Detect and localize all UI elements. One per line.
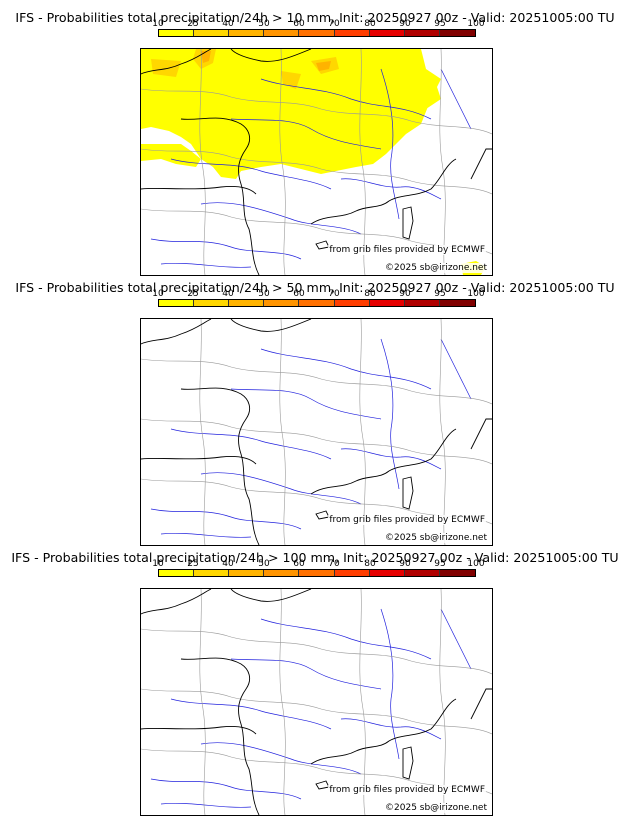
- colorbar-tick: 50: [258, 19, 270, 29]
- rivers: [150, 608, 472, 808]
- map: from grib files provided by ECMWF ©2025 …: [140, 48, 493, 276]
- colorbar-tick: 80: [364, 559, 376, 569]
- rivers: [150, 338, 472, 538]
- colorbar-tick-labels: 10 25 40 50 60 70 80 90 95 100: [152, 19, 484, 29]
- colorbar-swatch: [159, 570, 195, 576]
- colorbar-tick: 100: [467, 559, 485, 569]
- colorbar-swatch: [159, 30, 195, 36]
- rivers: [150, 68, 472, 268]
- colorbar-tick: 60: [293, 19, 305, 29]
- source-credit: from grib files provided by ECMWF: [328, 785, 486, 795]
- colorbar-swatch: [404, 300, 440, 306]
- colorbar-swatch: [299, 300, 335, 306]
- colorbar-swatch: [299, 570, 335, 576]
- colorbar-tick: 95: [434, 19, 446, 29]
- colorbar-swatch: [334, 30, 370, 36]
- colorbar-swatch: [194, 30, 230, 36]
- panel-title: IFS - Probabilities total precipitation/…: [11, 550, 619, 565]
- colorbar-swatch: [369, 570, 405, 576]
- colorbar-tick: 40: [222, 559, 234, 569]
- copyright-credit: ©2025 sb@irizone.net: [384, 803, 488, 813]
- panel-title: IFS - Probabilities total precipitation/…: [15, 10, 615, 25]
- colorbar-swatch: [229, 30, 265, 36]
- colorbar-tick: 60: [293, 559, 305, 569]
- colorbar: 10 25 40 50 60 70 80 90 95 100: [152, 19, 485, 45]
- colorbar-swatch: [264, 570, 300, 576]
- colorbar-swatches: [158, 29, 476, 37]
- coastline: [141, 49, 492, 275]
- map-svg: [141, 49, 492, 275]
- colorbar-tick: 25: [187, 289, 199, 299]
- colorbar-swatches: [158, 569, 476, 577]
- colorbar-swatches: [158, 299, 476, 307]
- colorbar-swatch: [194, 300, 230, 306]
- source-credit: from grib files provided by ECMWF: [328, 245, 486, 255]
- colorbar-swatch: [159, 300, 195, 306]
- colorbar-tick: 80: [364, 289, 376, 299]
- colorbar-swatch: [264, 30, 300, 36]
- panel-title: IFS - Probabilities total precipitation/…: [15, 280, 615, 295]
- colorbar-tick: 70: [328, 19, 340, 29]
- coastline: [141, 319, 492, 545]
- colorbar-tick: 95: [434, 559, 446, 569]
- colorbar-tick-labels: 10 25 40 50 60 70 80 90 95 100: [152, 289, 484, 299]
- colorbar-tick: 100: [467, 289, 485, 299]
- colorbar-tick: 40: [222, 289, 234, 299]
- colorbar-swatch: [439, 30, 475, 36]
- borders: [141, 589, 492, 815]
- colorbar-tick: 10: [152, 19, 164, 29]
- colorbar-tick: 60: [293, 289, 305, 299]
- panel-50mm: IFS - Probabilities total precipitation/…: [0, 270, 630, 546]
- colorbar-swatch: [439, 570, 475, 576]
- colorbar-tick: 90: [399, 289, 411, 299]
- copyright-credit: ©2025 sb@irizone.net: [384, 533, 488, 543]
- panel-10mm: IFS - Probabilities total precipitation/…: [0, 0, 630, 276]
- map-svg: [141, 589, 492, 815]
- colorbar-tick: 10: [152, 289, 164, 299]
- colorbar-tick: 70: [328, 559, 340, 569]
- colorbar-tick: 90: [399, 559, 411, 569]
- colorbar-swatch: [439, 300, 475, 306]
- colorbar-swatch: [369, 300, 405, 306]
- colorbar-tick: 50: [258, 289, 270, 299]
- borders: [141, 319, 492, 545]
- colorbar-tick: 100: [467, 19, 485, 29]
- colorbar-tick: 10: [152, 559, 164, 569]
- map-svg: [141, 319, 492, 545]
- colorbar-tick: 90: [399, 19, 411, 29]
- colorbar-tick: 25: [187, 19, 199, 29]
- colorbar-swatch: [334, 300, 370, 306]
- copyright-credit: ©2025 sb@irizone.net: [384, 263, 488, 273]
- precipitation-probability-area: [141, 49, 486, 275]
- colorbar-tick: 50: [258, 559, 270, 569]
- colorbar-tick: 25: [187, 559, 199, 569]
- colorbar-swatch: [369, 30, 405, 36]
- colorbar-swatch: [404, 570, 440, 576]
- colorbar-tick: 95: [434, 289, 446, 299]
- colorbar-tick: 80: [364, 19, 376, 29]
- colorbar-swatch: [229, 570, 265, 576]
- map: from grib files provided by ECMWF ©2025 …: [140, 588, 493, 816]
- colorbar: 10 25 40 50 60 70 80 90 95 100: [152, 559, 485, 585]
- colorbar-swatch: [264, 300, 300, 306]
- colorbar-tick-labels: 10 25 40 50 60 70 80 90 95 100: [152, 559, 484, 569]
- colorbar-swatch: [299, 30, 335, 36]
- colorbar-tick: 40: [222, 19, 234, 29]
- source-credit: from grib files provided by ECMWF: [328, 515, 486, 525]
- colorbar: 10 25 40 50 60 70 80 90 95 100: [152, 289, 485, 315]
- colorbar-swatch: [404, 30, 440, 36]
- colorbar-swatch: [194, 570, 230, 576]
- coastline: [141, 589, 492, 815]
- colorbar-swatch: [334, 570, 370, 576]
- colorbar-swatch: [229, 300, 265, 306]
- map: from grib files provided by ECMWF ©2025 …: [140, 318, 493, 546]
- panel-100mm: IFS - Probabilities total precipitation/…: [0, 540, 630, 816]
- colorbar-tick: 70: [328, 289, 340, 299]
